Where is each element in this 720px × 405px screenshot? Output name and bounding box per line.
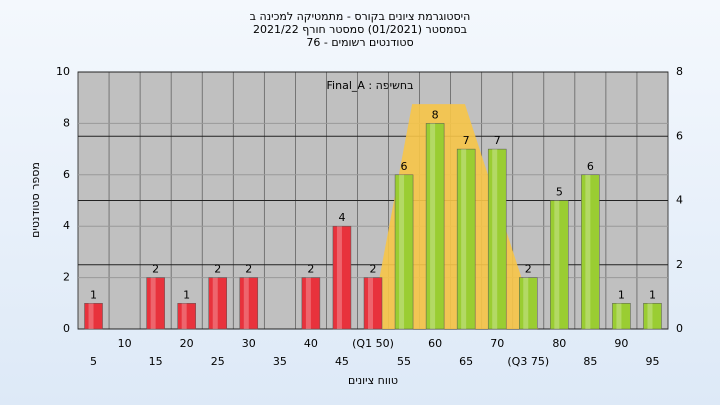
bar xyxy=(550,200,569,330)
x-tick-label: 10 xyxy=(118,337,132,350)
bar-shine xyxy=(647,303,653,329)
x-tick-label: 40 xyxy=(304,337,318,350)
data-label: 4 xyxy=(338,211,345,224)
bar xyxy=(425,123,445,330)
x-axis-label: טווח ציונים xyxy=(348,374,398,387)
x-tick-label: 90 xyxy=(614,337,628,350)
bar-shine xyxy=(523,277,529,329)
x-tick-label: 30 xyxy=(242,337,256,350)
bar xyxy=(301,277,321,330)
y-tick-label: 10 xyxy=(56,65,70,78)
data-label: 1 xyxy=(183,288,190,301)
bar xyxy=(177,303,196,330)
y-tick-label: 4 xyxy=(63,219,70,232)
data-label: 2 xyxy=(307,263,314,276)
x-tick-label: (Q3 75) xyxy=(507,355,549,368)
bar-shine xyxy=(430,123,436,330)
bar xyxy=(239,277,259,330)
y2-tick-label: 6 xyxy=(676,129,683,142)
bar-shine xyxy=(368,277,373,329)
bar xyxy=(363,277,383,330)
data-label: 6 xyxy=(587,160,594,173)
bar xyxy=(612,303,631,330)
chart-subtitle: בסמסטר (01/2021) סמסטר חורף 2021/22 xyxy=(253,23,467,36)
bar xyxy=(519,277,538,330)
bar-shine xyxy=(305,277,311,329)
x-tick-label: 20 xyxy=(180,337,194,350)
x-tick-label: (Q1 50) xyxy=(352,337,394,350)
bar-shine xyxy=(461,149,467,329)
x-tick-label: 55 xyxy=(397,355,411,368)
data-label: 8 xyxy=(432,108,439,121)
bar-shine xyxy=(212,277,218,329)
x-tick-label: 45 xyxy=(335,355,349,368)
data-label: 2 xyxy=(525,263,532,276)
bar xyxy=(643,303,662,330)
y2-tick-label: 4 xyxy=(676,194,683,207)
data-label: 6 xyxy=(401,160,408,173)
annotation: Final_A : בחשיפה xyxy=(327,79,414,92)
bar-shine xyxy=(150,277,156,329)
x-tick-label: 70 xyxy=(490,337,504,350)
y-tick-label: 8 xyxy=(63,116,70,129)
bar xyxy=(84,303,103,330)
data-label: 5 xyxy=(556,186,563,199)
bar xyxy=(146,277,165,330)
y-axis-label: מספר סטודנטים xyxy=(29,162,42,238)
y-tick-label: 6 xyxy=(63,168,70,181)
bar-shine xyxy=(492,149,498,329)
bar xyxy=(332,225,352,330)
data-label: 1 xyxy=(90,288,97,301)
chart-subtitle: סטודנטים רשומים - 76 xyxy=(306,36,413,49)
bar-shine xyxy=(616,303,622,329)
y2-tick-label: 8 xyxy=(676,65,683,78)
x-tick-label: 25 xyxy=(211,355,225,368)
data-label: 7 xyxy=(494,134,501,147)
y-tick-label: 0 xyxy=(63,322,70,335)
data-label: 1 xyxy=(649,288,656,301)
bar-shine xyxy=(399,174,405,329)
bar-shine xyxy=(243,277,249,329)
bar-shine xyxy=(554,200,560,329)
x-tick-label: 65 xyxy=(459,355,473,368)
bar xyxy=(394,174,414,330)
data-label: 2 xyxy=(370,263,377,276)
x-tick-label: 5 xyxy=(90,355,97,368)
bar-shine xyxy=(181,303,187,329)
data-label: 1 xyxy=(618,288,625,301)
x-tick-label: 80 xyxy=(552,337,566,350)
data-label: 2 xyxy=(214,263,221,276)
y2-tick-label: 2 xyxy=(676,258,683,271)
bar xyxy=(487,148,507,330)
bar-shine xyxy=(88,303,94,329)
bar xyxy=(208,277,227,330)
y-tick-label: 2 xyxy=(63,271,70,284)
data-label: 2 xyxy=(245,263,252,276)
x-tick-label: 35 xyxy=(273,355,287,368)
bar xyxy=(456,148,476,330)
y2-tick-label: 0 xyxy=(676,322,683,335)
x-tick-label: 85 xyxy=(583,355,597,368)
bar-shine xyxy=(585,174,591,329)
x-tick-label: 95 xyxy=(645,355,659,368)
x-tick-label: 15 xyxy=(149,355,163,368)
chart-title: היסטוגרמת ציונים בקורס - מתמטיקה למכינה … xyxy=(250,10,471,23)
x-tick-label: 60 xyxy=(428,337,442,350)
data-label: 2 xyxy=(152,263,159,276)
bar-shine xyxy=(336,226,342,329)
bar xyxy=(581,174,600,330)
data-label: 7 xyxy=(463,134,470,147)
